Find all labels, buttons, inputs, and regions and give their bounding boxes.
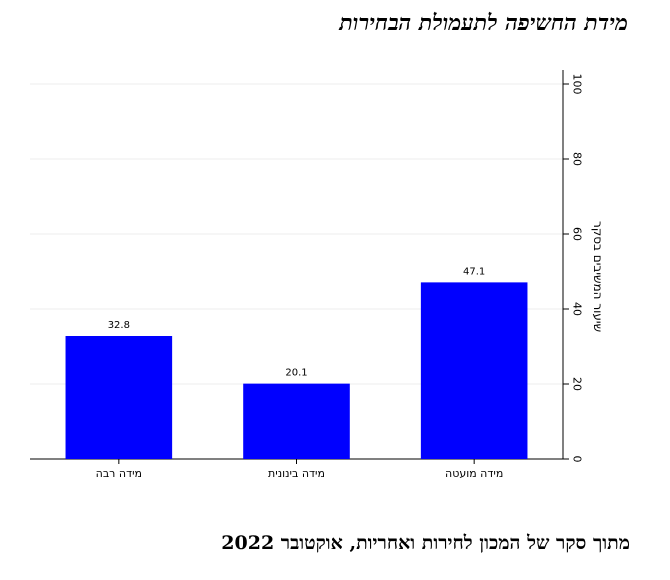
y-tick-label: 0 xyxy=(571,456,584,463)
y-tick-label: 20 xyxy=(571,377,584,391)
y-tick-label: 100 xyxy=(571,74,584,95)
x-tick-label: מידה מועטה xyxy=(445,467,503,480)
source-footer: מתוך סקר של המכון לחירות ואחריות, אוקטוב… xyxy=(221,532,630,554)
bar-value-label: 47.1 xyxy=(463,266,485,277)
x-tick-label: מידה בינונית xyxy=(268,467,325,480)
chart-title: מידת החשיפה לתעמולת הבחירות xyxy=(339,10,628,36)
y-tick-label: 60 xyxy=(571,227,584,241)
bar xyxy=(243,383,350,459)
y-tick-label: 80 xyxy=(571,152,584,166)
y-tick-label: 40 xyxy=(571,302,584,316)
x-tick-label: מידה רבה xyxy=(96,467,142,480)
bar-value-label: 32.8 xyxy=(108,320,130,331)
bar-value-label: 20.1 xyxy=(285,368,307,379)
y-axis-title: שיעור המשיבים בסקר xyxy=(591,221,605,332)
bar xyxy=(65,336,173,459)
bar xyxy=(420,282,528,459)
